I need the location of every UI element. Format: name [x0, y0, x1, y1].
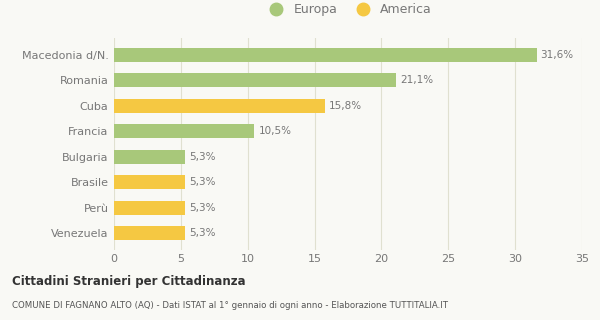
Bar [114, 201, 185, 215]
Legend: Europa, America: Europa, America [259, 0, 437, 21]
Text: COMUNE DI FAGNANO ALTO (AQ) - Dati ISTAT al 1° gennaio di ogni anno - Elaborazio: COMUNE DI FAGNANO ALTO (AQ) - Dati ISTAT… [12, 301, 448, 310]
Bar [114, 48, 536, 62]
Bar [114, 99, 325, 113]
Text: 5,3%: 5,3% [189, 152, 215, 162]
Text: 31,6%: 31,6% [541, 50, 574, 60]
Text: 21,1%: 21,1% [400, 76, 433, 85]
Text: 5,3%: 5,3% [189, 177, 215, 187]
Bar [114, 150, 185, 164]
Bar [114, 124, 254, 138]
Text: 10,5%: 10,5% [259, 126, 292, 136]
Bar [114, 175, 185, 189]
Bar [114, 73, 396, 87]
Bar [114, 226, 185, 240]
Text: 5,3%: 5,3% [189, 228, 215, 238]
Text: 15,8%: 15,8% [329, 101, 362, 111]
Text: Cittadini Stranieri per Cittadinanza: Cittadini Stranieri per Cittadinanza [12, 275, 245, 288]
Text: 5,3%: 5,3% [189, 203, 215, 212]
